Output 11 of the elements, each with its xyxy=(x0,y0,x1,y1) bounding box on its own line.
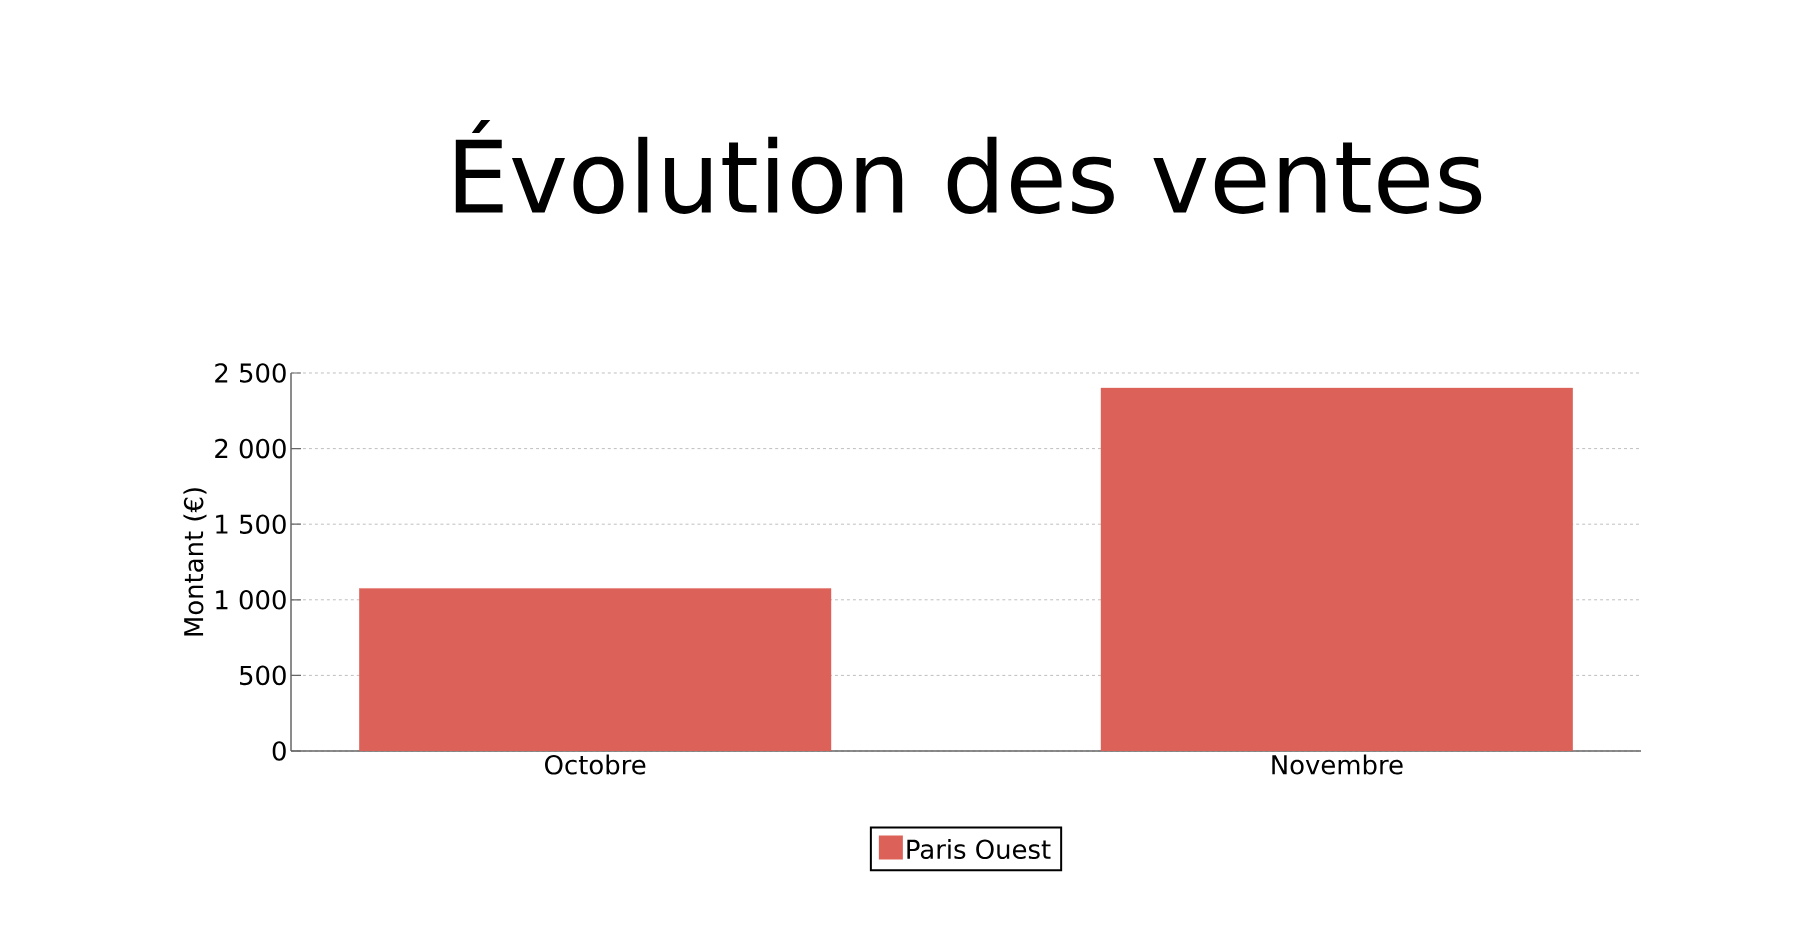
x-tick-label: Novembre xyxy=(1272,754,1403,775)
y-tick-label: 2 500 xyxy=(215,363,286,383)
chart-title: Évolution des ventes xyxy=(455,120,1482,214)
y-tick-label: 500 xyxy=(240,665,286,686)
y-tick-label: 2 000 xyxy=(215,438,286,459)
y-tick-label: 1 500 xyxy=(216,514,286,534)
legend-label: Paris Ouest xyxy=(907,839,1051,860)
y-tick-label: 1 000 xyxy=(216,589,286,610)
y-tick-label: 0 xyxy=(272,741,286,761)
y-axis-title: Montant (€) xyxy=(183,488,207,636)
x-tick-label: Octobre xyxy=(545,754,646,775)
